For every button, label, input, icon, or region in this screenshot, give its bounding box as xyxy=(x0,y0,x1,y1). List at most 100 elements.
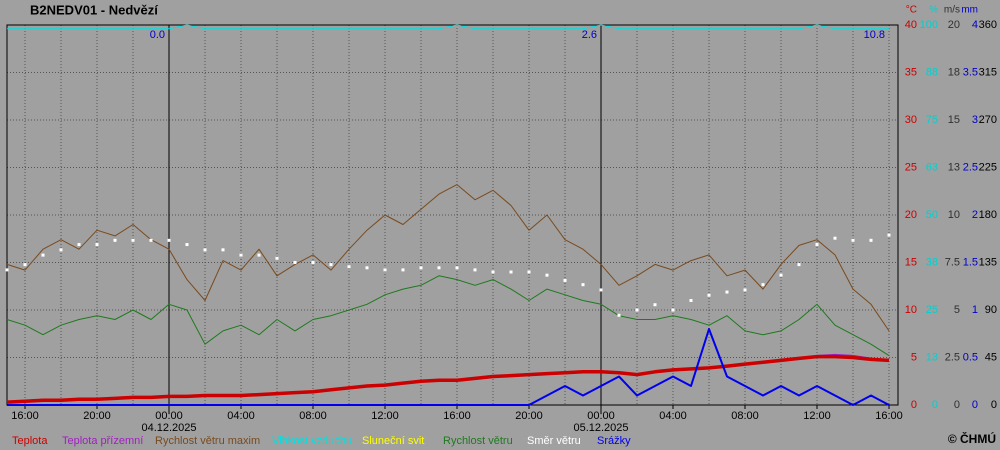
y-tick-label: 50 xyxy=(926,209,938,221)
y-tick-label: 0 xyxy=(954,399,960,411)
direction-dot xyxy=(41,253,45,257)
direction-dot xyxy=(527,270,531,274)
direction-dot xyxy=(221,248,225,252)
y-tick-label: 100 xyxy=(920,19,938,31)
direction-dot xyxy=(491,270,495,274)
legend-entry: Srážky xyxy=(597,435,631,447)
y-tick-label: 13 xyxy=(926,351,938,363)
x-tick-label: 12:00 xyxy=(371,410,399,422)
direction-dot xyxy=(59,248,63,252)
direction-dot xyxy=(725,290,729,294)
x-tick-label: 08:00 xyxy=(299,410,327,422)
x-tick-label: 04:00 xyxy=(659,410,687,422)
direction-dot xyxy=(347,265,351,269)
y-tick-label: 0 xyxy=(911,399,917,411)
series-line xyxy=(6,354,890,404)
y-tick-label: 0 xyxy=(932,399,938,411)
direction-dot xyxy=(5,268,9,272)
series-line xyxy=(6,184,890,332)
y-tick-label: 1.5 xyxy=(963,256,978,268)
direction-dot xyxy=(671,308,675,312)
direction-dot xyxy=(545,273,549,277)
y-tick-label: 10 xyxy=(905,304,917,316)
y-tick-label: 5 xyxy=(911,351,917,363)
y-tick-label: 1 xyxy=(972,304,978,316)
annotation: 10.8 xyxy=(864,29,885,41)
direction-dot xyxy=(779,273,783,277)
y-tick-label: 88 xyxy=(926,66,938,78)
x-tick-label: 08:00 xyxy=(731,410,759,422)
direction-dot xyxy=(851,238,855,242)
y-tick-label: 3 xyxy=(972,114,978,126)
direction-dot xyxy=(293,261,297,264)
direction-dot xyxy=(599,288,603,292)
y-tick-label: 3.5 xyxy=(963,66,978,78)
y-tick-label: 13 xyxy=(948,161,960,173)
footer: © ČHMÚ xyxy=(948,431,996,446)
y-tick-label: 270 xyxy=(979,114,997,126)
direction-dot xyxy=(815,243,819,247)
direction-dot xyxy=(743,288,747,292)
direction-dot xyxy=(23,263,27,267)
y-tick-label: 20 xyxy=(948,19,960,31)
y-tick-label: 25 xyxy=(926,304,938,316)
y-tick-label: 2.5 xyxy=(963,161,978,173)
direction-dot xyxy=(383,268,387,272)
direction-dot xyxy=(311,261,315,264)
y-tick-label: 75 xyxy=(926,114,938,126)
legend-entry: Rychlost větru xyxy=(443,435,513,447)
direction-dot xyxy=(77,243,81,247)
series-line xyxy=(7,328,890,406)
direction-dot xyxy=(635,308,639,312)
series-line xyxy=(7,24,889,30)
direction-dot xyxy=(455,266,459,270)
direction-dot xyxy=(329,263,333,267)
x-tick-label: 04:00 xyxy=(227,410,255,422)
direction-dot xyxy=(617,313,621,317)
y-tick-label: 5 xyxy=(954,304,960,316)
legend-entry: Směr větru xyxy=(527,435,581,447)
x-tick-label: 16:00 xyxy=(875,410,903,422)
y-tick-label: 135 xyxy=(979,256,997,268)
direction-dot xyxy=(203,248,207,252)
y-tick-label: 360 xyxy=(979,19,997,31)
legend-entry: Rychlost větru maxim xyxy=(155,435,260,447)
y-tick-label: 0.5 xyxy=(963,351,978,363)
legend-entry: Teplota přízemní xyxy=(62,435,143,447)
y-tick-label: 15 xyxy=(948,114,960,126)
direction-dot xyxy=(275,256,279,260)
x-tick-label: 00:00 xyxy=(155,410,183,422)
x-tick-label: 20:00 xyxy=(515,410,543,422)
series-line xyxy=(6,275,890,357)
x-tick-label: 20:00 xyxy=(83,410,111,422)
y-tick-label: 7.5 xyxy=(945,256,960,268)
direction-dot xyxy=(131,238,135,242)
direction-dot xyxy=(887,233,891,237)
y-tick-label: 63 xyxy=(926,161,938,173)
y-tick-label: 225 xyxy=(979,161,997,173)
y-tick-label: 0 xyxy=(991,399,997,411)
y-tick-label: 315 xyxy=(979,66,997,78)
direction-dot xyxy=(167,238,171,242)
y-tick-label: 30 xyxy=(905,114,917,126)
direction-dot xyxy=(653,303,657,307)
x-tick-label: 16:00 xyxy=(11,410,39,422)
axis-unit: mm xyxy=(961,5,978,16)
direction-dot xyxy=(761,283,765,287)
y-tick-label: 45 xyxy=(985,351,997,363)
y-tick-label: 4 xyxy=(972,19,978,31)
y-tick-label: 0 xyxy=(972,399,978,411)
y-tick-label: 10 xyxy=(948,209,960,221)
axis-unit: % xyxy=(929,5,938,16)
y-tick-label: 40 xyxy=(905,19,917,31)
direction-dot xyxy=(689,299,693,302)
y-tick-label: 25 xyxy=(905,161,917,173)
legend-entry: Teplota xyxy=(12,435,48,447)
direction-dot xyxy=(113,238,117,242)
direction-dot xyxy=(473,268,477,272)
direction-dot xyxy=(869,238,873,242)
direction-dot xyxy=(365,266,369,270)
direction-dot xyxy=(581,283,585,287)
legend-entry: Vlhkost vzduchu xyxy=(272,435,352,447)
